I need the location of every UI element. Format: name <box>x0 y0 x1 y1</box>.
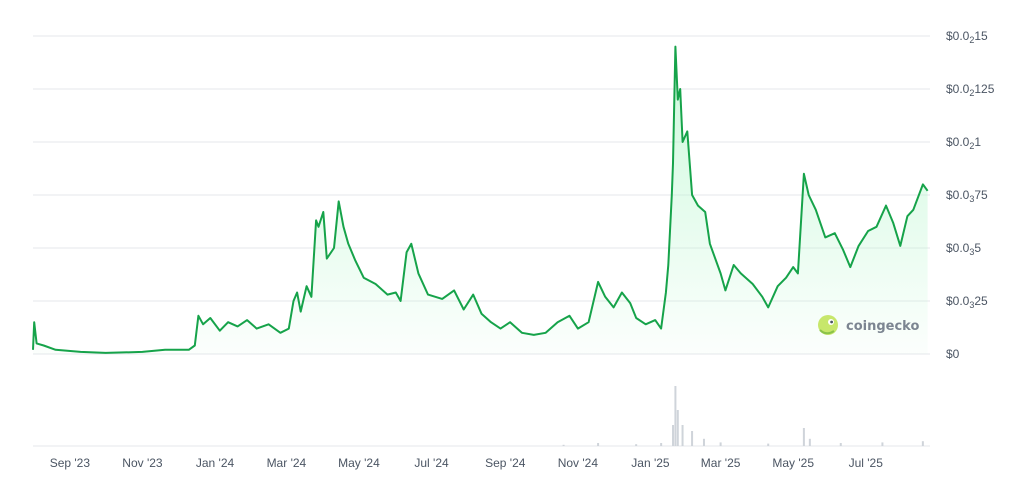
volume-bar <box>719 442 722 446</box>
volume-bar <box>767 443 770 446</box>
volume-bar <box>691 431 694 446</box>
volume-bar <box>921 441 924 446</box>
x-tick-label: Sep '24 <box>485 456 526 470</box>
volume-bar <box>635 444 638 446</box>
x-tick-label: Nov '24 <box>558 456 599 470</box>
x-tick-label: Mar '25 <box>701 456 741 470</box>
x-tick-label: Sep '23 <box>50 456 91 470</box>
volume-bar <box>597 443 600 446</box>
x-tick-label: Jan '24 <box>196 456 235 470</box>
x-axis-ticks: Sep '23 Nov '23 Jan '24 Mar '24 May '24 Jul '… <box>50 456 884 470</box>
volume-bar <box>808 438 811 446</box>
volume-bar <box>681 425 684 446</box>
volume-bar <box>672 425 675 446</box>
x-tick-label: Jul '24 <box>414 456 449 470</box>
y-axis-ticks: $0.0215 $0.02125 $0.021 $0.0375 $0.035 $0.032… <box>946 29 995 361</box>
x-tick-label: Mar '24 <box>267 456 307 470</box>
y-tick-label: $0.0215 <box>946 29 988 45</box>
price-area <box>33 46 928 354</box>
y-tick-label: $0.021 <box>946 135 981 151</box>
y-tick-label: $0.035 <box>946 241 981 257</box>
grid-lines <box>33 35 930 447</box>
price-line <box>32 45 929 354</box>
x-tick-label: May '24 <box>338 456 380 470</box>
y-tick-label: $0.02125 <box>946 82 995 98</box>
x-tick-label: Jan '25 <box>631 456 670 470</box>
gecko-logo-icon <box>818 315 838 335</box>
volume-bar <box>660 443 663 446</box>
y-tick-label: $0.0375 <box>946 188 988 204</box>
volume-bar <box>881 442 884 446</box>
volume-bar <box>839 443 842 446</box>
coingecko-watermark: coingecko <box>818 315 919 335</box>
x-tick-label: Jul '25 <box>849 456 884 470</box>
x-tick-label: Nov '23 <box>122 456 163 470</box>
volume-bar <box>802 428 805 446</box>
volume-bars <box>562 386 924 446</box>
volume-bar <box>676 410 679 446</box>
watermark-text: coingecko <box>846 319 919 334</box>
y-tick-label: $0.0325 <box>946 294 988 310</box>
volume-bar <box>674 386 677 446</box>
x-tick-label: May '25 <box>772 456 814 470</box>
volume-bar <box>702 438 705 446</box>
volume-bar <box>562 444 565 446</box>
y-tick-label: $0 <box>946 347 960 361</box>
